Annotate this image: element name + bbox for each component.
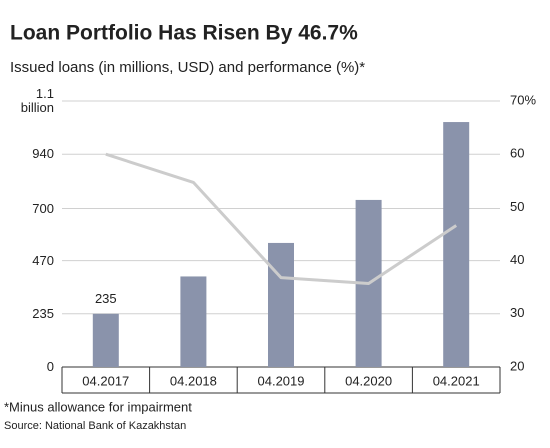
y2-tick-label: 70%	[510, 92, 536, 107]
x-tick-label: 04.2017	[82, 373, 129, 388]
y2-tick-label: 20	[510, 358, 524, 373]
x-tick-label: 04.2019	[258, 373, 305, 388]
line	[105, 152, 458, 285]
y2-tick-label: 60	[510, 146, 524, 161]
y-tick-label: 700	[32, 200, 54, 216]
data-label: 235	[95, 291, 117, 306]
y-tick-label: 1.1 billion	[20, 86, 54, 115]
chart-subtitle: Issued loans (in millions, USD) and perf…	[10, 59, 365, 76]
bar	[268, 242, 294, 367]
y-tick-label: 940	[32, 146, 54, 162]
y-tick-label: 0	[46, 359, 54, 374]
y-tick-label-box: 1.1 billion	[20, 86, 54, 115]
bar	[92, 313, 119, 367]
y-tick-label-box: 940	[32, 146, 54, 162]
bar	[443, 122, 470, 367]
y2-tick-label: 30	[510, 305, 524, 320]
y-tick-label: 235	[32, 305, 54, 321]
footnote: *Minus allowance for impairment	[4, 399, 192, 414]
y-tick-label-box: 700	[32, 200, 54, 216]
y-tick-label-box: 235	[32, 305, 54, 321]
y2-tick-label: 50	[510, 199, 524, 214]
bar	[180, 276, 207, 367]
y-tick-label-box: 0	[46, 359, 54, 374]
x-tick-label: 04.2018	[170, 373, 217, 388]
x-tick-label: 04.2021	[433, 373, 480, 388]
chart-title: Loan Portfolio Has Risen By 46.7%	[10, 22, 358, 45]
y-tick-label-box: 470	[32, 252, 54, 268]
y-tick-label: 470	[32, 252, 54, 268]
y2-tick-label: 40	[510, 252, 524, 267]
x-tick-label: 04.2020	[345, 373, 392, 388]
source: Source: National Bank of Kazakhstan	[4, 420, 186, 432]
